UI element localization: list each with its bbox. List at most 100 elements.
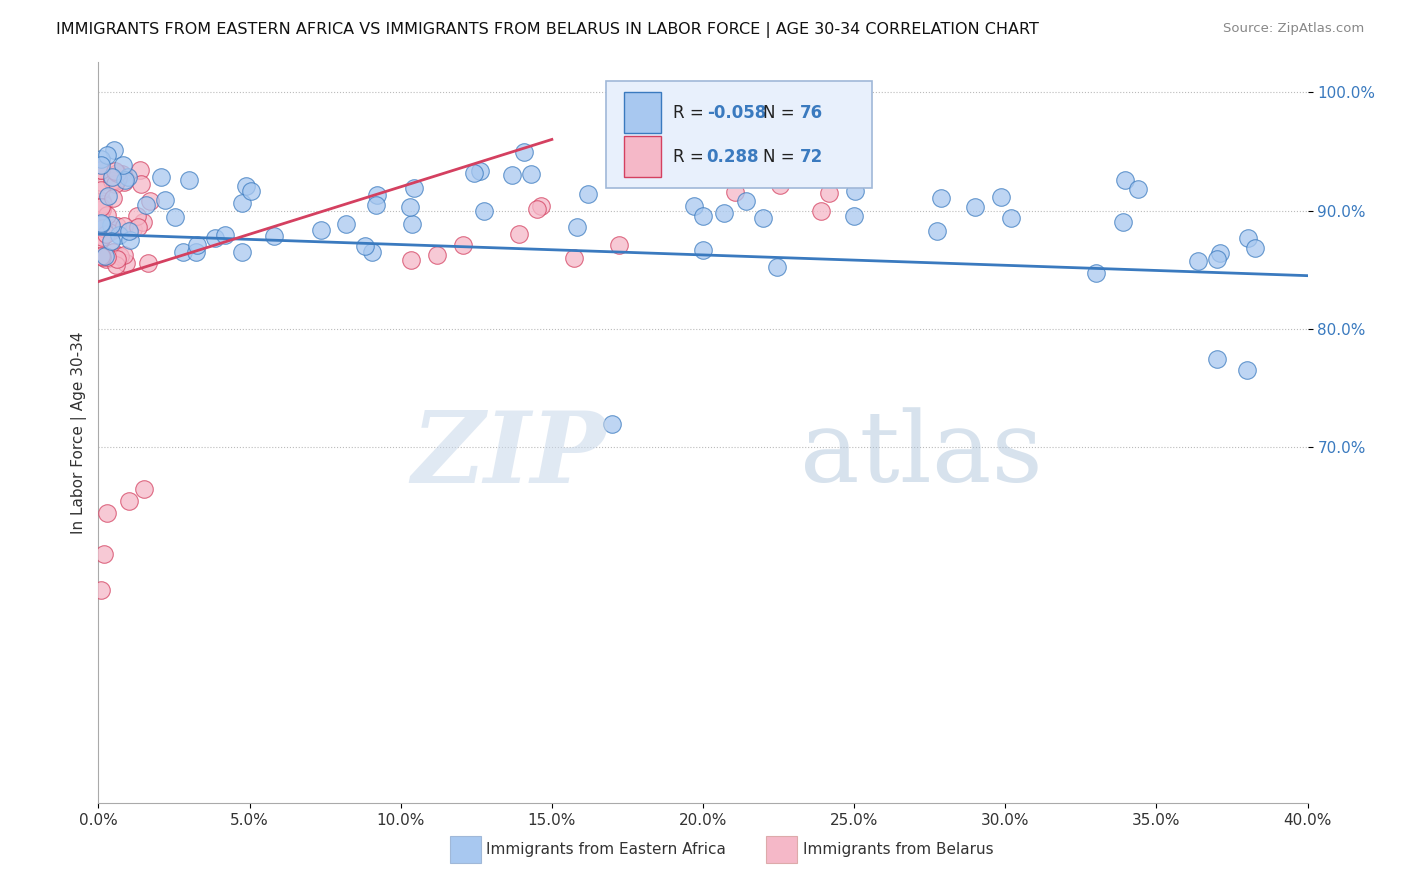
Point bbox=[752, 211, 775, 225]
Point bbox=[91, 194, 114, 208]
Point bbox=[1000, 211, 1022, 225]
Point bbox=[472, 204, 495, 219]
Point bbox=[93, 220, 115, 235]
Point bbox=[1187, 253, 1209, 268]
Point bbox=[713, 206, 735, 220]
Point bbox=[361, 244, 384, 259]
Point bbox=[766, 260, 789, 274]
Point bbox=[153, 193, 176, 207]
Point bbox=[108, 249, 131, 263]
Text: R =: R = bbox=[672, 103, 709, 122]
Point bbox=[1236, 363, 1258, 377]
Point bbox=[769, 178, 792, 192]
Point bbox=[172, 245, 194, 260]
Point bbox=[204, 230, 226, 244]
Point bbox=[734, 194, 756, 209]
Point bbox=[90, 219, 112, 234]
Point bbox=[1236, 231, 1258, 245]
Point bbox=[468, 163, 491, 178]
Point bbox=[150, 170, 173, 185]
Text: 72: 72 bbox=[800, 148, 823, 166]
Text: Immigrants from Belarus: Immigrants from Belarus bbox=[803, 842, 994, 856]
Point bbox=[263, 229, 285, 244]
Point bbox=[231, 244, 253, 259]
Point bbox=[127, 219, 149, 234]
Point bbox=[231, 195, 253, 210]
Point bbox=[132, 482, 155, 496]
Point bbox=[354, 239, 377, 253]
Point bbox=[90, 200, 112, 214]
Point bbox=[100, 218, 122, 232]
Point bbox=[925, 224, 948, 238]
Text: N =: N = bbox=[763, 103, 800, 122]
Point bbox=[120, 233, 142, 247]
Point bbox=[520, 167, 543, 181]
Point bbox=[90, 158, 112, 172]
Point bbox=[104, 169, 127, 184]
Bar bbox=[624, 92, 661, 133]
Point bbox=[90, 249, 112, 263]
Point bbox=[90, 250, 112, 264]
Point bbox=[724, 186, 747, 200]
Point bbox=[104, 164, 127, 178]
Point bbox=[240, 184, 263, 198]
Point bbox=[682, 199, 704, 213]
Point bbox=[100, 170, 122, 185]
Point bbox=[90, 214, 112, 228]
Point bbox=[103, 245, 125, 260]
Point bbox=[364, 197, 387, 211]
Point bbox=[90, 216, 112, 230]
Point bbox=[104, 169, 127, 183]
Point bbox=[93, 547, 115, 561]
Point bbox=[309, 223, 332, 237]
Point bbox=[1114, 173, 1136, 187]
Point bbox=[112, 175, 135, 189]
Point bbox=[401, 217, 423, 231]
Point bbox=[101, 191, 124, 205]
Point bbox=[565, 219, 588, 234]
Point bbox=[90, 217, 112, 231]
Text: Source: ZipAtlas.com: Source: ZipAtlas.com bbox=[1223, 22, 1364, 36]
Point bbox=[463, 166, 485, 180]
Point bbox=[165, 210, 187, 224]
Text: ZIP: ZIP bbox=[412, 407, 606, 503]
Point bbox=[990, 189, 1012, 203]
Point bbox=[112, 219, 135, 233]
Point bbox=[931, 191, 953, 205]
Point bbox=[94, 227, 117, 242]
Point bbox=[101, 169, 124, 184]
Point bbox=[576, 187, 599, 202]
Point bbox=[91, 220, 114, 235]
Point bbox=[90, 163, 112, 178]
Point bbox=[965, 200, 987, 214]
Point bbox=[90, 211, 112, 226]
Point bbox=[96, 506, 118, 520]
Text: atlas: atlas bbox=[800, 407, 1042, 503]
Point bbox=[90, 153, 112, 167]
Point bbox=[90, 230, 112, 244]
Point bbox=[818, 186, 841, 200]
Point bbox=[107, 227, 129, 242]
Point bbox=[607, 237, 630, 252]
Point bbox=[115, 256, 138, 270]
Point bbox=[90, 219, 112, 233]
Point bbox=[96, 189, 118, 203]
Point bbox=[692, 209, 714, 223]
FancyBboxPatch shape bbox=[606, 81, 872, 188]
Point bbox=[103, 143, 125, 157]
Point bbox=[125, 210, 148, 224]
Point bbox=[90, 183, 112, 197]
Point bbox=[91, 202, 114, 217]
Point bbox=[90, 232, 112, 246]
Point bbox=[135, 198, 157, 212]
Point bbox=[90, 163, 112, 178]
Point bbox=[138, 256, 160, 270]
Point bbox=[501, 168, 523, 182]
Point bbox=[132, 215, 155, 229]
Point bbox=[118, 224, 141, 238]
Point bbox=[530, 199, 553, 213]
Point bbox=[186, 238, 208, 252]
Point bbox=[692, 243, 714, 257]
Point bbox=[451, 237, 474, 252]
Point bbox=[91, 202, 114, 217]
